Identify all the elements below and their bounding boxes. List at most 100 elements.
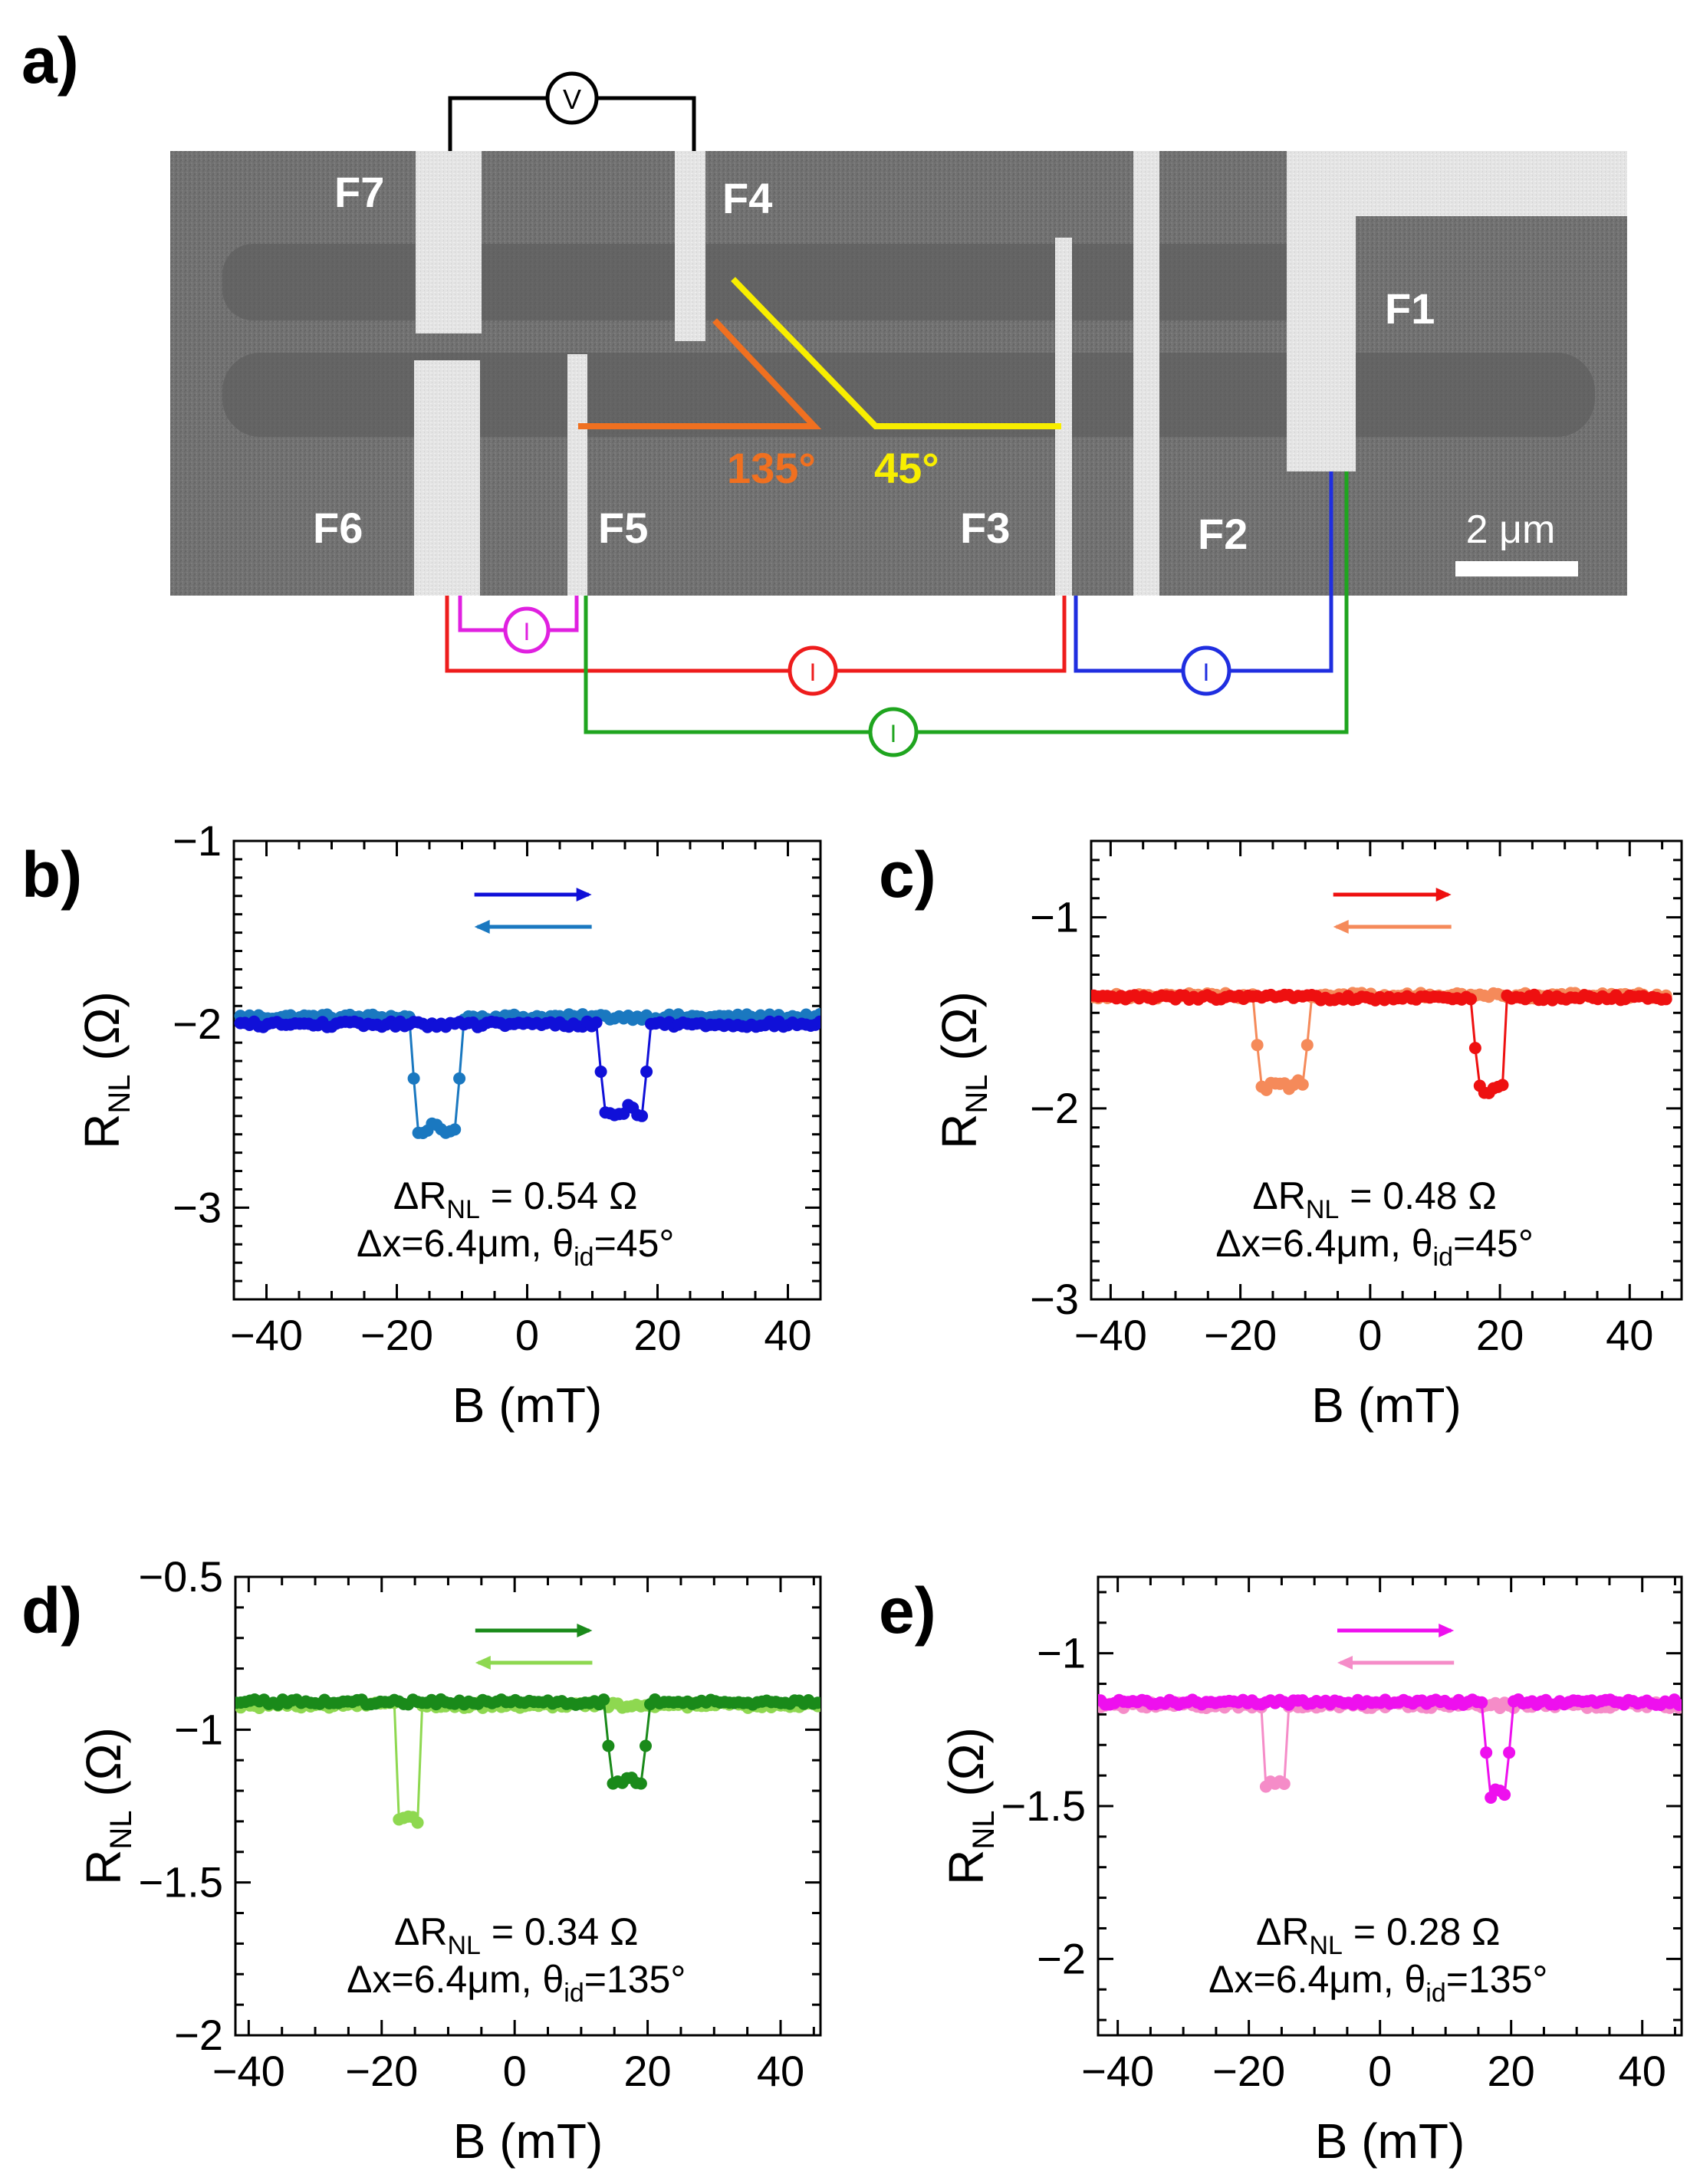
- panel-d-chart: d) −40 −20 0 20 40 −2 −1.5 −1 −0.5 B (mT) RNL (Ω) ΔR…: [21, 1552, 822, 2169]
- data-series-up: [221, 1693, 820, 1790]
- panel-label: e): [879, 1575, 936, 1647]
- current-circuit-red: I: [445, 596, 1067, 696]
- data-point: [640, 1066, 653, 1078]
- y-tick-label: −3: [173, 1183, 222, 1231]
- sweep-down-arrowhead: [475, 1656, 491, 1670]
- data-point: [411, 1816, 424, 1829]
- data-point: [1503, 1746, 1516, 1759]
- data-point: [594, 1066, 607, 1078]
- data-point: [597, 1693, 610, 1706]
- data-point: [1496, 1079, 1509, 1092]
- label-f4: F4: [722, 174, 772, 222]
- data-series-up: [234, 1015, 820, 1122]
- x-tick-label: 0: [1358, 1311, 1382, 1359]
- data-point: [449, 1123, 462, 1136]
- x-tick-label: 20: [1476, 1311, 1524, 1359]
- data-point: [1659, 993, 1672, 1006]
- data-point: [602, 1739, 615, 1752]
- y-axis-label: RNL (Ω): [76, 1727, 138, 1885]
- x-tick-label: −40: [1081, 2047, 1154, 2095]
- panel-label: d): [21, 1575, 82, 1647]
- y-tick-label: −2: [1037, 1934, 1086, 1982]
- current-source-label: I: [810, 658, 817, 686]
- x-tick-label: 40: [764, 1311, 811, 1359]
- data-point: [1296, 1078, 1309, 1091]
- y-tick-label: −1: [174, 1705, 223, 1753]
- y-tick-label: −1.5: [1001, 1782, 1086, 1830]
- x-tick-label: 40: [1606, 1311, 1653, 1359]
- electrode-f3: [1055, 238, 1072, 596]
- data-series-down: [235, 1696, 820, 1829]
- label-f1: F1: [1385, 284, 1435, 333]
- x-tick-label: 20: [1488, 2047, 1535, 2095]
- data-point: [811, 1696, 820, 1709]
- x-tick-label: −20: [345, 2047, 418, 2095]
- electrode-f1: [1287, 151, 1627, 471]
- x-tick-label: 40: [1619, 2047, 1666, 2095]
- x-axis-label: B (mT): [453, 2113, 603, 2169]
- y-tick-label: −3: [1030, 1275, 1079, 1323]
- data-point: [1079, 988, 1091, 1000]
- y-tick-label: −2: [173, 1000, 222, 1048]
- electrode-f2: [1133, 151, 1159, 596]
- data-series-down: [1098, 1696, 1682, 1793]
- annotation-text: ΔRNL = 0.48 Ω: [1252, 1174, 1497, 1224]
- series-line: [1098, 1700, 1680, 1790]
- series-line: [240, 1020, 820, 1118]
- panel-a-label: a): [21, 25, 79, 97]
- x-tick-label: 0: [515, 1311, 539, 1359]
- panel-c-chart: c) −40 −20 0 20 40 −3 −2 −1 B (mT) RNL (Ω) ΔRNL = 0…: [879, 839, 1683, 1433]
- angle-135-label: 135°: [727, 444, 816, 492]
- x-tick-label: 0: [503, 2047, 527, 2095]
- data-point: [1672, 1699, 1682, 1711]
- data-point: [818, 1017, 820, 1028]
- x-tick-label: −40: [1074, 1311, 1147, 1359]
- x-tick-label: 20: [623, 2047, 671, 2095]
- y-axis-label: RNL (Ω): [74, 991, 136, 1149]
- data-point: [1251, 1039, 1264, 1052]
- scale-bar: [1455, 561, 1578, 576]
- annotation-text: ΔRNL = 0.28 Ω: [1256, 1910, 1501, 1960]
- sweep-down-arrowhead: [474, 920, 490, 934]
- series-line: [1091, 993, 1666, 1095]
- data-point: [590, 1016, 603, 1029]
- label-f7: F7: [334, 168, 384, 216]
- x-tick-label: 20: [633, 1311, 681, 1359]
- angle-45-label: 45°: [874, 444, 939, 492]
- data-point: [1498, 1788, 1511, 1801]
- x-axis-label: B (mT): [1315, 2113, 1465, 2169]
- label-f3: F3: [960, 504, 1010, 552]
- y-tick-label: −1: [1037, 1629, 1086, 1677]
- electrode-f7: [416, 151, 482, 333]
- annotation-text: Δx=6.4μm, θid=135°: [1208, 1958, 1547, 2008]
- annotation-text: ΔRNL = 0.54 Ω: [393, 1174, 638, 1224]
- y-tick-label: −2: [1030, 1084, 1079, 1132]
- y-axis-label: RNL (Ω): [932, 991, 994, 1149]
- graphene-channel-bottom: [222, 353, 1595, 437]
- x-tick-label: −20: [1212, 2047, 1285, 2095]
- data-point: [407, 1072, 420, 1085]
- series-line: [235, 1701, 819, 1826]
- data-series-up: [1098, 1693, 1682, 1804]
- data-point: [1277, 1778, 1291, 1790]
- current-circuit-blue: I: [1074, 471, 1333, 696]
- y-tick-label: −1: [173, 816, 222, 865]
- panel-label: b): [21, 839, 82, 911]
- data-series-up: [1091, 988, 1672, 1099]
- label-f2: F2: [1198, 510, 1248, 558]
- current-circuit-green: I: [584, 471, 1349, 757]
- panel-label: c): [879, 839, 936, 911]
- data-point: [221, 1694, 233, 1706]
- y-tick-label: −1.5: [138, 1858, 223, 1906]
- panel-b-chart: b) −40 −20 0 20 40 −3 −2 −1 B (mT) RNL (Ω) ΔRNL = 0…: [21, 816, 822, 1433]
- scale-bar-label: 2 μm: [1466, 507, 1556, 552]
- sweep-up-arrowhead: [1435, 888, 1452, 902]
- series-line: [1091, 991, 1667, 1092]
- panel-a: a) F7 F4 F1 F6 F5 F3 F2: [21, 25, 1627, 757]
- x-axis-label: B (mT): [452, 1378, 603, 1433]
- data-point: [1300, 1039, 1314, 1052]
- sweep-up-arrowhead: [577, 1624, 593, 1637]
- angle-135-lines: [578, 318, 822, 429]
- voltmeter-symbol: [545, 71, 599, 125]
